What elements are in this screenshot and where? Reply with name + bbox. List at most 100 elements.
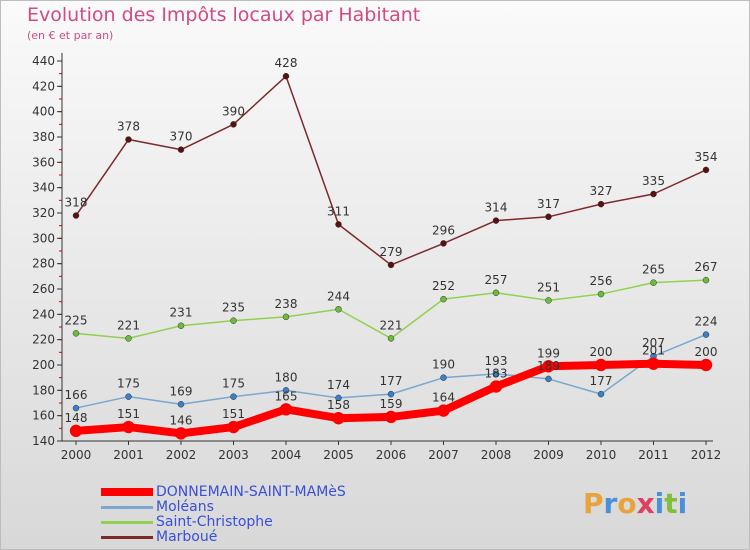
- data-label: 318: [65, 196, 88, 210]
- data-label: 257: [485, 273, 508, 287]
- data-label: 166: [65, 388, 88, 402]
- data-label: 235: [222, 301, 245, 315]
- logo-letter: i: [677, 487, 688, 520]
- data-label: 252: [432, 279, 455, 293]
- series-line-3: [75, 75, 707, 266]
- data-label: 189: [537, 359, 560, 373]
- data-point: [177, 401, 185, 408]
- legend-swatch-marboue: [101, 536, 153, 539]
- data-point: [702, 276, 710, 284]
- data-label: 221: [117, 318, 140, 332]
- legend-label-marboue: Marboué: [156, 529, 218, 545]
- proxiti-logo: Proxiti: [583, 487, 687, 520]
- data-label: 164: [432, 391, 455, 405]
- x-tick-label: 2006: [376, 448, 407, 462]
- data-point: [335, 221, 342, 228]
- data-point: [699, 358, 713, 372]
- data-point: [230, 393, 237, 400]
- legend-label-donnemain: DONNEMAIN-SAINT-MAMèS: [156, 484, 346, 500]
- data-point: [72, 212, 80, 219]
- data-point: [545, 297, 552, 304]
- x-tick-label: 2002: [166, 448, 197, 462]
- data-label: 151: [222, 407, 245, 421]
- data-point: [647, 357, 660, 370]
- y-tick-label: 260: [32, 282, 55, 296]
- data-point: [492, 217, 500, 224]
- data-label: 148: [65, 411, 88, 425]
- data-point: [125, 393, 132, 400]
- data-label: 177: [590, 374, 613, 388]
- x-tick-label: 2008: [481, 448, 512, 462]
- data-label: 221: [380, 318, 403, 332]
- data-label: 225: [65, 313, 88, 327]
- data-label: 165: [275, 389, 298, 403]
- data-label: 201: [642, 344, 665, 358]
- data-point: [72, 404, 80, 412]
- data-label: 378: [117, 120, 140, 134]
- data-label: 238: [275, 297, 298, 311]
- data-point: [177, 146, 185, 153]
- data-point: [122, 420, 135, 434]
- data-point: [440, 295, 447, 303]
- data-point: [440, 374, 447, 381]
- data-label: 151: [117, 407, 140, 421]
- y-tick-label: 140: [32, 434, 55, 448]
- y-tick-label: 380: [32, 130, 55, 144]
- x-tick-label: 2009: [533, 448, 564, 462]
- chart-title: Evolution des Impôts locaux par Habitant: [27, 4, 421, 26]
- data-point: [279, 403, 293, 416]
- data-point: [125, 136, 132, 143]
- legend-swatch-saint-christophe: [101, 521, 153, 524]
- y-tick-label: 320: [32, 206, 55, 220]
- data-label: 207: [642, 336, 665, 350]
- data-point: [384, 410, 398, 424]
- data-label: 175: [222, 377, 245, 391]
- chart-subtitle: (en € et par an): [27, 29, 114, 42]
- data-point: [174, 427, 188, 440]
- data-point: [387, 335, 395, 342]
- logo-letter: r: [603, 487, 618, 520]
- data-label: 370: [170, 130, 193, 144]
- y-tick-label: 440: [32, 54, 55, 68]
- data-label: 169: [170, 384, 193, 398]
- data-label: 159: [380, 397, 403, 411]
- data-point: [72, 330, 80, 337]
- data-point: [387, 261, 395, 269]
- x-tick-label: 2011: [638, 448, 669, 462]
- data-label: 200: [695, 345, 718, 359]
- data-point: [282, 313, 290, 321]
- data-label: 279: [380, 245, 403, 259]
- data-point: [545, 375, 552, 383]
- logo-letter: i: [654, 487, 665, 520]
- data-label: 317: [537, 197, 560, 211]
- legend-label-saint-christophe: Saint-Christophe: [156, 514, 273, 530]
- legend-swatch-moleans: [101, 506, 153, 509]
- y-tick-label: 300: [32, 231, 55, 245]
- data-label: 158: [327, 398, 350, 412]
- logo-letter: o: [617, 487, 637, 520]
- data-point: [597, 200, 605, 208]
- data-point: [335, 394, 342, 402]
- data-point: [597, 290, 605, 298]
- data-label: 174: [327, 378, 350, 392]
- data-point: [282, 387, 290, 394]
- y-tick-label: 240: [32, 307, 55, 321]
- x-tick-label: 2010: [586, 448, 617, 462]
- data-label: 256: [590, 274, 613, 288]
- logo-letter: P: [583, 487, 604, 520]
- data-point: [594, 358, 608, 372]
- data-point: [489, 380, 503, 393]
- x-tick-label: 2007: [428, 448, 459, 462]
- data-point: [702, 331, 710, 338]
- data-label: 428: [275, 56, 298, 70]
- data-label: 311: [327, 204, 350, 218]
- data-point: [69, 424, 83, 438]
- data-label: 267: [695, 260, 718, 274]
- data-point: [282, 72, 290, 80]
- x-tick-label: 2003: [218, 448, 249, 462]
- data-label: 175: [117, 377, 140, 391]
- x-tick-label: 2004: [271, 448, 302, 462]
- y-tick-label: 400: [32, 105, 55, 119]
- data-label: 200: [590, 345, 613, 359]
